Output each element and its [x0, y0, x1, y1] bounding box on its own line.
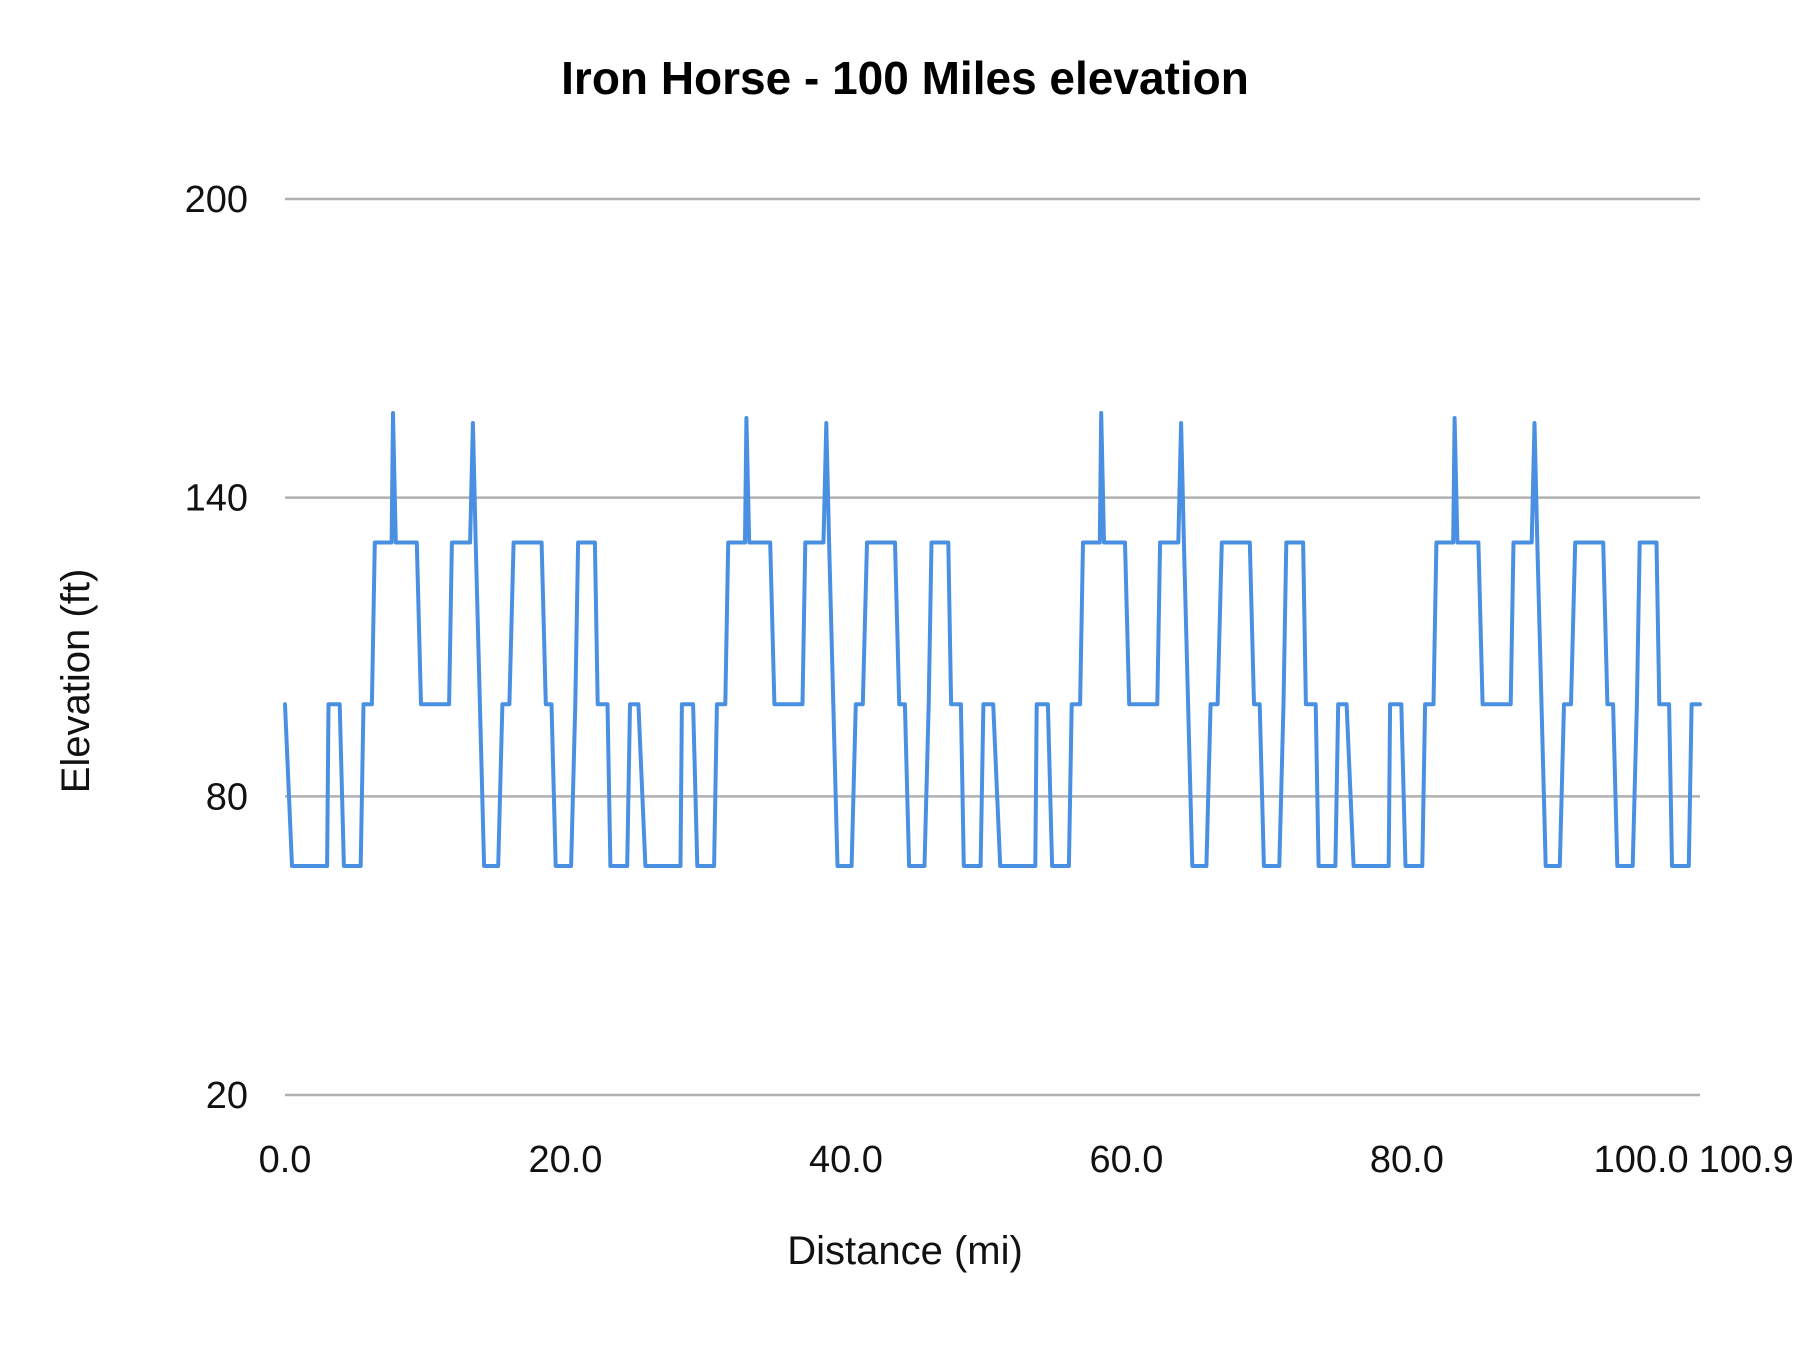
y-tick-label: 200 — [185, 179, 248, 221]
y-tick-label: 140 — [185, 478, 248, 520]
x-tick-label: 40.0 — [809, 1139, 883, 1181]
x-tick-label: 100.9 — [1699, 1139, 1794, 1181]
gridlines — [285, 197, 1700, 1097]
x-tick-label: 60.0 — [1089, 1139, 1163, 1181]
elevation-line — [283, 411, 1702, 868]
y-axis-ticks: 20 80 140 200 — [185, 179, 248, 1117]
x-tick-label: 100.0 — [1594, 1139, 1689, 1181]
x-axis-title: Distance (mi) — [787, 1229, 1023, 1273]
series-layer — [283, 411, 1702, 868]
x-tick-label: 20.0 — [528, 1139, 602, 1181]
x-axis-ticks: 0.0 20.0 40.0 60.0 80.0 100.0 100.9 — [259, 1139, 1794, 1181]
chart-title: Iron Horse - 100 Miles elevation — [561, 52, 1249, 104]
y-axis-title: Elevation (ft) — [54, 569, 98, 794]
y-tick-label: 20 — [206, 1075, 248, 1117]
y-tick-label: 80 — [206, 776, 248, 818]
x-tick-label: 80.0 — [1370, 1139, 1444, 1181]
x-tick-label: 0.0 — [259, 1139, 312, 1181]
